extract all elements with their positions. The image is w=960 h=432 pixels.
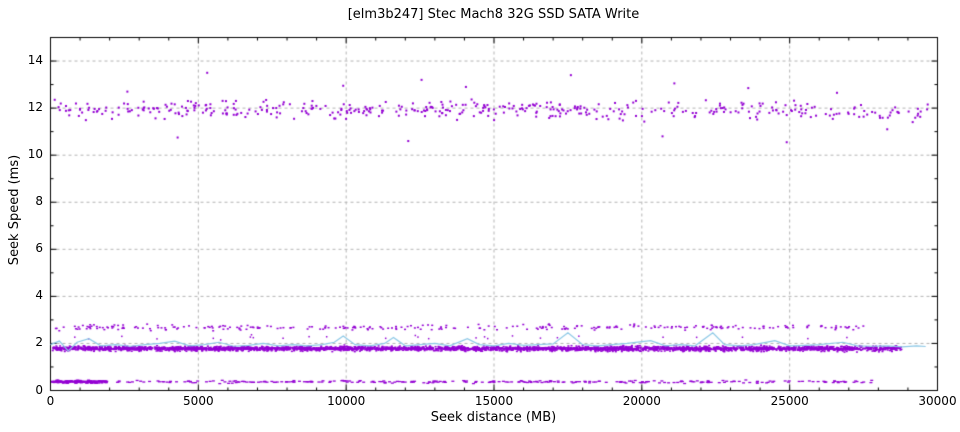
- x-axis-label: Seek distance (MB): [430, 410, 557, 425]
- y-tick-label: 2: [35, 335, 43, 350]
- x-tick-label: 15000: [474, 394, 514, 408]
- y-tick-label: 6: [35, 241, 43, 256]
- x-tick-label: 20000: [622, 394, 661, 408]
- chart-title: [elm3b247] Stec Mach8 32G SSD SATA Write: [347, 7, 640, 22]
- y-tick-label: 4: [35, 288, 43, 303]
- y-tick-label: 0: [35, 382, 43, 397]
- x-tick-label: 10000: [327, 394, 366, 408]
- x-tick-label: 0: [46, 394, 55, 408]
- y-tick-label: 12: [27, 100, 43, 115]
- y-tick-label: 10: [27, 147, 43, 162]
- y-tick-label: 8: [35, 194, 43, 209]
- x-tick-label: 25000: [770, 394, 809, 408]
- y-tick-label: 14: [27, 53, 43, 68]
- x-tick-label: 30000: [918, 394, 957, 408]
- x-tick-label: 5000: [183, 394, 214, 408]
